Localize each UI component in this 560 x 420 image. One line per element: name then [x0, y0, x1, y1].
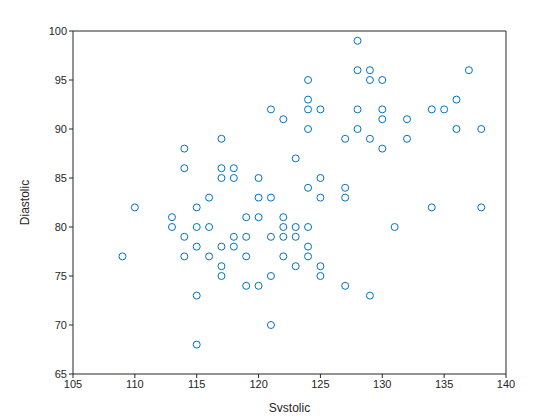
svg-text:105: 105	[63, 377, 83, 390]
svg-text:Systolic: Systolic	[269, 401, 310, 412]
svg-text:130: 130	[373, 378, 391, 390]
svg-text:115: 115	[188, 378, 206, 390]
svg-text:85: 85	[55, 172, 67, 184]
svg-text:80: 80	[55, 221, 67, 233]
svg-text:140: 140	[497, 378, 515, 390]
svg-text:100: 100	[49, 25, 67, 37]
svg-text:70: 70	[55, 319, 67, 331]
svg-text:75: 75	[55, 270, 67, 282]
svg-text:65: 65	[55, 368, 67, 380]
svg-text:120: 120	[249, 378, 267, 390]
svg-text:90: 90	[55, 123, 67, 135]
svg-text:95: 95	[55, 74, 67, 86]
svg-text:110: 110	[126, 378, 144, 390]
svg-text:135: 135	[435, 378, 453, 390]
svg-text:125: 125	[311, 378, 329, 390]
svg-text:Diastolic: Diastolic	[18, 180, 32, 225]
